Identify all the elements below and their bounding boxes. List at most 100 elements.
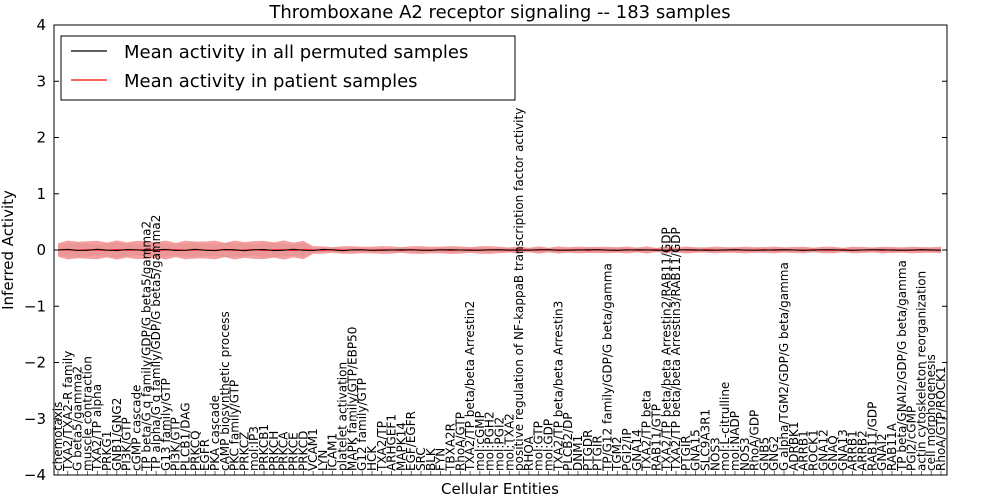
x-axis-label: Cellular Entities <box>441 480 559 498</box>
x-category-label: mol:PGI2 <box>493 417 507 471</box>
x-category-label: ICAM1 <box>326 433 340 471</box>
x-category-label: ARRB1 <box>846 430 860 471</box>
x-category-label: RhoA/GDP <box>748 410 762 471</box>
x-category-label: PRKCD <box>296 431 310 471</box>
legend-label-permuted: Mean activity in all permuted samples <box>124 42 468 63</box>
x-category-label: PRKCZ <box>237 432 251 471</box>
x-category-label: PRKCE <box>287 432 301 471</box>
x-category-label: TP beta/GNAI2/GDP/G beta/gamma <box>895 260 909 472</box>
legend: Mean activity in all permuted samples Me… <box>60 35 516 101</box>
x-category-label: PGI2/cGMP <box>905 406 919 471</box>
x-category-label: ARRB2 <box>856 430 870 471</box>
x-category-label: PRKCQ <box>188 430 202 471</box>
chart-title: Thromboxane A2 receptor signaling -- 183… <box>268 2 730 23</box>
x-category-label: TXA2/TP beta <box>640 390 654 472</box>
x-category-label: RAB11A <box>885 422 899 471</box>
x-category-label: TP alpha/G q family/GDP/G beta5/gamma2 <box>149 215 163 472</box>
x-category-label: GNA12 <box>816 429 830 471</box>
x-category-label: G alpha/TGM2/GDP/G beta/gamma <box>777 262 791 471</box>
x-category-label: EGF/EGFR <box>404 411 418 471</box>
x-category-label: RAB11/GDP <box>865 402 879 471</box>
x-category-label: TXA2/TP beta/beta Arrestin3 <box>551 301 565 472</box>
x-category-label: PI3K/GTP <box>169 417 183 471</box>
x-category-label: ADRBK1 <box>787 421 801 471</box>
x-category-label: PRKG1 <box>100 431 114 471</box>
x-category-label: TXA2/TP beta/beta Arrestin2/RAB11/GDP <box>659 227 673 472</box>
y-tick-label: −3 <box>24 410 46 428</box>
y-axis: −4 −3 −2 −1 0 1 2 3 4 <box>24 16 947 484</box>
x-category-label: actin cytoskeleton reorganization <box>914 271 928 471</box>
x-category-label: TXA2/TP beta/beta Arrestin2 <box>463 301 477 472</box>
x-category-label: PRKCB1 <box>257 424 271 471</box>
x-category-label: RAB11/GTP <box>650 404 664 471</box>
x-category-label: mol:GTP <box>532 421 546 471</box>
x-category-label: TXA2/TXA2-R family <box>61 351 75 472</box>
x-category-label: PRKCH <box>267 431 281 471</box>
x-category-label: MAPK family/GTP/EBP50 <box>345 327 359 471</box>
x-category-label: MAPK14 <box>394 422 408 471</box>
x-category-label: TP beta/G q family/GDP/G beta5/gamma2 <box>139 221 153 472</box>
x-category-label: PLCB1/DAG <box>179 402 193 471</box>
x-category-label: mol:cGMP <box>473 411 487 471</box>
x-category-label: PTGIR <box>679 435 693 471</box>
x-category-label: PKC family/GTP <box>228 380 242 471</box>
x-category-label: muscle contraction <box>80 356 94 471</box>
x-category-label: TP/G12 family/GDP/G beta/gamma <box>600 263 614 472</box>
x-category-label: GNA13 <box>836 429 850 471</box>
x-category-label: GNA15 <box>689 429 703 471</box>
x-category-label: PLCB2/DP <box>561 412 575 471</box>
y-axis-label: Inferred Activity <box>0 190 17 310</box>
x-category-label: GNG2 <box>767 436 781 471</box>
x-category-label: PTGDR <box>581 430 595 471</box>
x-category-label: GNAQ <box>826 435 840 471</box>
x-category-label: chemotaxis <box>51 402 65 471</box>
x-category-label: EGFR <box>198 439 212 471</box>
x-category-label: VCAM1 <box>306 428 320 471</box>
x-category-label: RhoA/GTP/ROCK1 <box>934 366 948 471</box>
x-category-label: PGI2/IP <box>620 428 634 471</box>
x-category-label: cAMP biosynthetic process <box>218 311 232 471</box>
x-category-label: mol:L-citrulline <box>718 382 732 471</box>
x-category-label: mol:GDP <box>542 419 556 471</box>
x-category-label: GNB5 <box>757 437 771 471</box>
permuted-series-line <box>57 248 942 252</box>
x-category-label: cell morphogenesis <box>924 354 938 471</box>
x-category-label: DNM1 <box>571 435 585 471</box>
y-tick-label: 4 <box>36 16 46 34</box>
y-tick-label: 2 <box>36 129 46 147</box>
x-category-label: mol:TXA2 <box>502 413 516 471</box>
y-tick-label: 0 <box>36 241 46 259</box>
y-tick-label: 3 <box>36 72 46 90</box>
x-category-label: RhoA/GTP <box>453 412 467 471</box>
x-category-label: G13 family/GTP <box>159 378 173 471</box>
x-category-label: BLK <box>424 447 438 471</box>
x-category-label: GNA14 <box>630 429 644 471</box>
x-category-label: TXA2/TP <box>375 421 389 472</box>
x-category-label: PRKCA <box>277 431 291 471</box>
x-category-label: NOS3 <box>708 437 722 471</box>
x-category-label: TXA2/TP alpha <box>90 384 104 472</box>
x-category-label: NOS3 <box>738 437 752 471</box>
x-category-label: TGM2 <box>610 436 624 472</box>
x-category-label: mol:PGH2 <box>483 411 497 471</box>
x-category-label: HCK <box>365 445 379 471</box>
x-category-label: SLC9A3R1 <box>699 409 713 471</box>
y-tick-label: 1 <box>36 185 46 203</box>
x-category-label: LYN <box>316 450 330 471</box>
legend-box <box>60 35 516 101</box>
y-tick-label: −1 <box>24 297 46 315</box>
x-category-label: PTGIR <box>591 435 605 471</box>
x-category-label: ARHGEF1 <box>385 414 399 471</box>
x-category-label: PI3K/GTP <box>120 417 134 471</box>
y-tick-label: −4 <box>24 466 46 484</box>
legend-label-patient: Mean activity in patient samples <box>124 71 418 92</box>
x-category-label: ROCK1 <box>807 429 821 471</box>
x-category-label: positive regulation of NF-kappaB transcr… <box>512 108 526 471</box>
x-category-label: GNB1/GNG2 <box>110 398 124 471</box>
x-category-label: G12 family/GTP <box>355 378 369 471</box>
x-category-label: TXA2/TP beta/beta Arrestin3/RAB11/GDP <box>669 227 683 472</box>
x-category-label: GNAI2 <box>875 433 889 471</box>
y-tick-label: −2 <box>24 354 46 372</box>
